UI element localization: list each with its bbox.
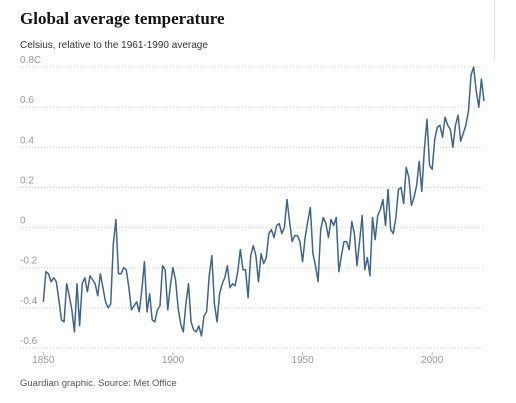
subtitle: Celsius, relative to the 1961-1990 avera… <box>20 40 208 51</box>
x-tick-label: 1950 <box>291 355 314 366</box>
y-tick-label: 0.2 <box>20 175 34 186</box>
x-tick-label: 1850 <box>32 355 55 366</box>
y-tick-label: -0.4 <box>20 296 38 307</box>
source: Guardian graphic. Source: Met Office <box>20 378 177 389</box>
y-tick-label: -0.6 <box>20 336 38 347</box>
chart-title: Global average temperature <box>20 9 225 28</box>
x-tick-label: 2000 <box>421 355 444 366</box>
y-tick-label: 0.4 <box>20 135 34 146</box>
y-tick-label: 0 <box>20 216 26 227</box>
y-tick-label: 0.6 <box>20 95 34 106</box>
y-tick-label: -0.2 <box>20 256 38 267</box>
x-tick-label: 1900 <box>162 355 185 366</box>
y-tick-label: 0.8C <box>20 55 41 66</box>
temperature-line <box>42 66 485 337</box>
